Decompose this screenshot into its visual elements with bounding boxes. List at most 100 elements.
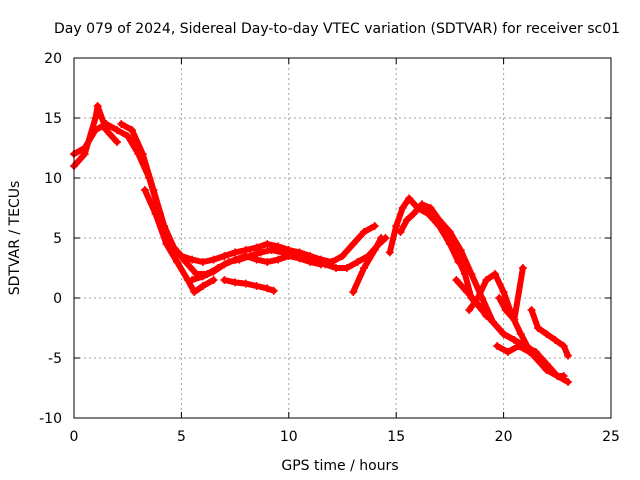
data-point xyxy=(353,258,362,266)
data-point xyxy=(188,276,197,284)
data-point xyxy=(138,150,147,158)
x-axis-label: GPS time / hours xyxy=(281,458,398,474)
data-point xyxy=(231,278,240,287)
data-point xyxy=(267,246,276,254)
data-point xyxy=(564,351,573,360)
data-point xyxy=(392,222,401,230)
data-point xyxy=(190,288,199,296)
data-point xyxy=(359,228,368,236)
data-point xyxy=(439,228,448,236)
data-point xyxy=(252,243,261,252)
axis-layer: 0 5 10 15 20 25 -10 -5 0 5 10 15 20 xyxy=(39,51,620,445)
series-track-13 xyxy=(452,276,491,320)
x-tick-label: 10 xyxy=(280,429,298,445)
data-point xyxy=(349,240,358,248)
y-tick-label: -10 xyxy=(39,411,62,427)
data-point xyxy=(220,276,229,284)
chart-title: Day 079 of 2024, Sidereal Day-to-day VTE… xyxy=(54,21,620,37)
data-point xyxy=(450,246,459,254)
data-point xyxy=(127,126,136,134)
data-point xyxy=(209,276,218,284)
data-point xyxy=(220,260,229,269)
data-point xyxy=(553,372,562,380)
data-point xyxy=(151,210,160,218)
data-point xyxy=(542,330,551,338)
data-point xyxy=(405,194,414,203)
data-point xyxy=(463,288,472,296)
data-point xyxy=(516,330,525,338)
data-point xyxy=(417,200,426,209)
data-point xyxy=(241,252,250,260)
data-point xyxy=(241,279,250,288)
data-point xyxy=(527,306,536,314)
data-point xyxy=(263,240,272,248)
data-point xyxy=(181,258,190,266)
data-point xyxy=(525,348,534,356)
y-tick-label: 0 xyxy=(53,291,62,307)
data-point xyxy=(551,336,560,344)
data-point xyxy=(209,255,218,264)
series-line xyxy=(496,265,526,323)
data-point xyxy=(284,252,293,260)
data-point xyxy=(112,138,121,146)
data-point xyxy=(209,267,218,276)
data-point xyxy=(370,222,379,230)
series-track-6 xyxy=(220,276,278,295)
data-point xyxy=(198,258,207,266)
data-point xyxy=(317,260,326,269)
data-point xyxy=(102,126,111,134)
data-point xyxy=(385,248,394,257)
series-line xyxy=(71,121,378,265)
data-point xyxy=(162,240,171,248)
data-point xyxy=(342,264,351,272)
data-point xyxy=(117,120,126,128)
data-point xyxy=(220,252,229,260)
data-point xyxy=(495,294,504,302)
series-track-5 xyxy=(188,252,326,284)
data-point xyxy=(452,276,461,284)
data-point xyxy=(428,210,437,218)
data-point xyxy=(396,228,405,236)
data-point xyxy=(252,282,261,290)
series-line xyxy=(453,277,490,319)
x-tick-label: 5 xyxy=(177,429,186,445)
data-point xyxy=(231,255,240,264)
grid-layer xyxy=(74,58,611,418)
series-track-14 xyxy=(493,342,545,362)
series-line xyxy=(221,277,277,294)
y-tick-label: 10 xyxy=(44,171,62,187)
series-track-3 xyxy=(117,120,390,278)
data-point xyxy=(198,272,207,281)
data-point xyxy=(510,336,519,344)
series-track-7 xyxy=(349,234,386,296)
data-point xyxy=(349,288,358,296)
x-tick-label: 20 xyxy=(495,429,513,445)
data-point xyxy=(269,286,278,295)
data-point xyxy=(173,258,182,266)
data-point xyxy=(564,378,573,386)
y-tick-label: 20 xyxy=(44,51,62,67)
data-point xyxy=(377,234,386,242)
data-point xyxy=(514,342,523,350)
series-line xyxy=(141,187,217,295)
data-point xyxy=(263,284,272,293)
data-point xyxy=(359,264,368,272)
data-point xyxy=(482,276,491,284)
series-line xyxy=(528,307,571,359)
data-point xyxy=(503,348,512,356)
data-point xyxy=(274,255,283,264)
data-point xyxy=(473,300,482,308)
series-track-12 xyxy=(495,264,527,324)
data-point xyxy=(465,306,474,314)
data-point xyxy=(499,330,508,338)
data-point xyxy=(80,150,89,158)
data-point xyxy=(460,270,469,278)
data-point xyxy=(501,306,510,314)
data-point xyxy=(402,216,411,224)
series-line xyxy=(350,235,385,295)
data-point xyxy=(93,102,102,110)
data-point xyxy=(518,264,527,272)
data-point xyxy=(491,270,500,278)
